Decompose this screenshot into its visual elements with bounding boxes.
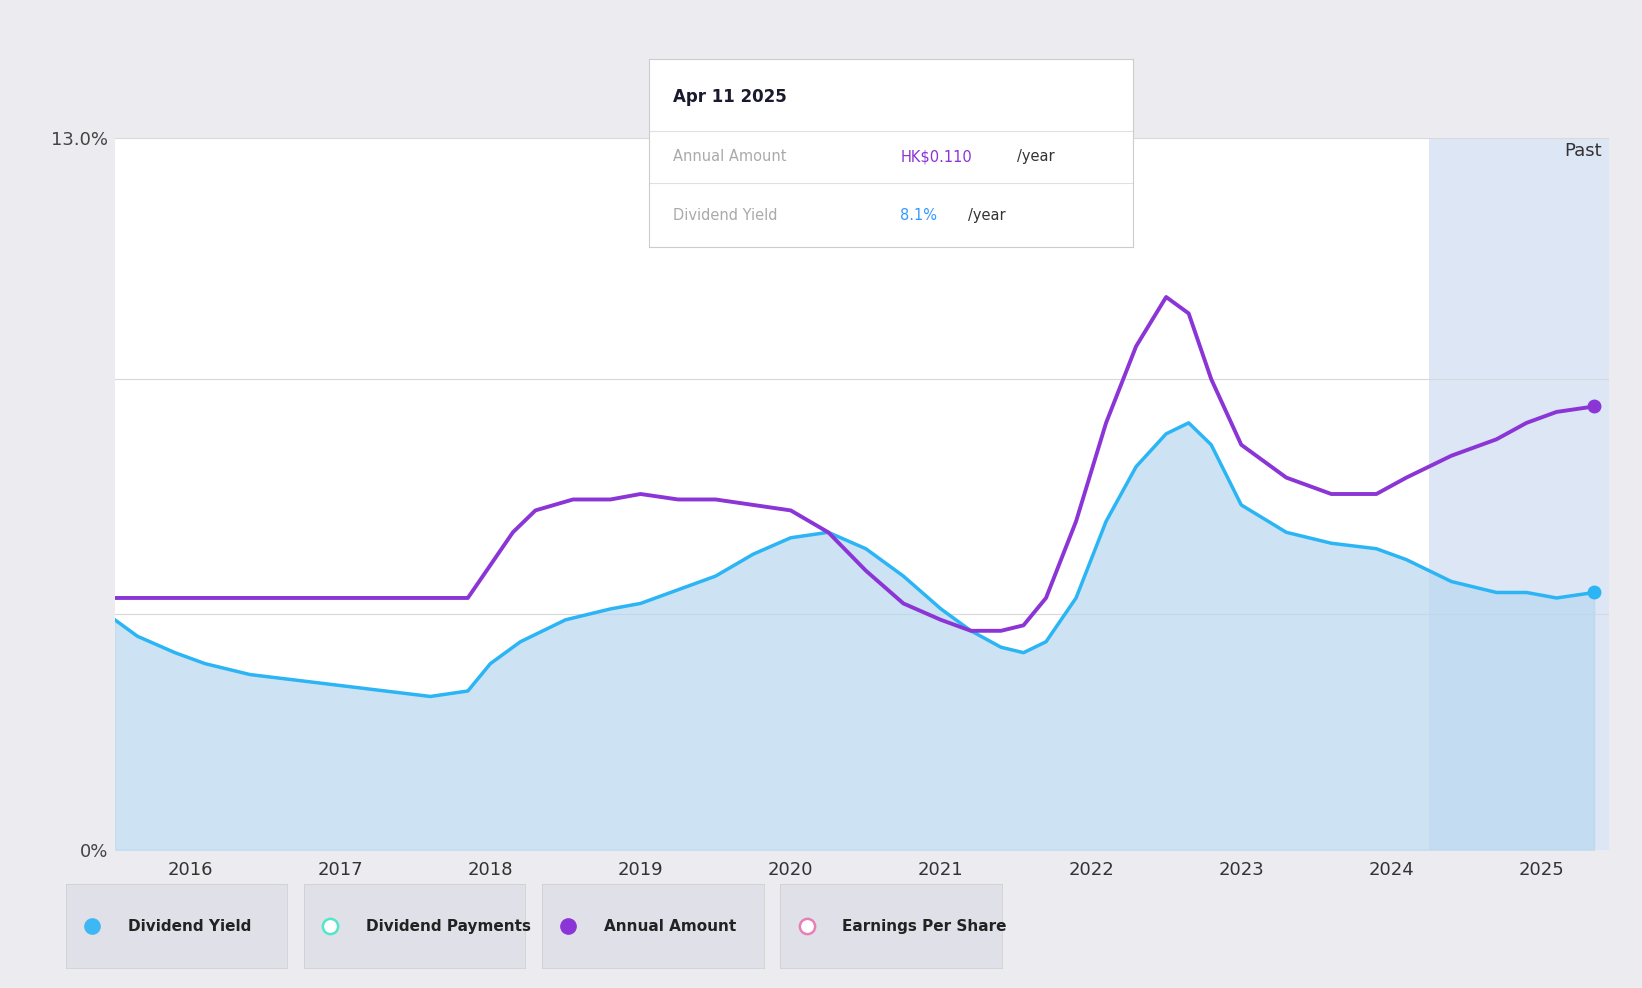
Text: Annual Amount: Annual Amount bbox=[673, 149, 787, 164]
Text: Annual Amount: Annual Amount bbox=[604, 919, 736, 934]
Text: Dividend Yield: Dividend Yield bbox=[128, 919, 251, 934]
Text: HK$0.110: HK$0.110 bbox=[900, 149, 972, 164]
Text: Past: Past bbox=[1565, 142, 1601, 160]
Bar bbox=[1429, 138, 1609, 850]
Text: Earnings Per Share: Earnings Per Share bbox=[842, 919, 1007, 934]
Text: 8.1%: 8.1% bbox=[900, 207, 938, 222]
Text: /year: /year bbox=[1016, 149, 1054, 164]
Text: /year: /year bbox=[969, 207, 1007, 222]
Text: Dividend Yield: Dividend Yield bbox=[673, 207, 777, 222]
Text: Apr 11 2025: Apr 11 2025 bbox=[673, 88, 787, 106]
Text: Dividend Payments: Dividend Payments bbox=[366, 919, 530, 934]
